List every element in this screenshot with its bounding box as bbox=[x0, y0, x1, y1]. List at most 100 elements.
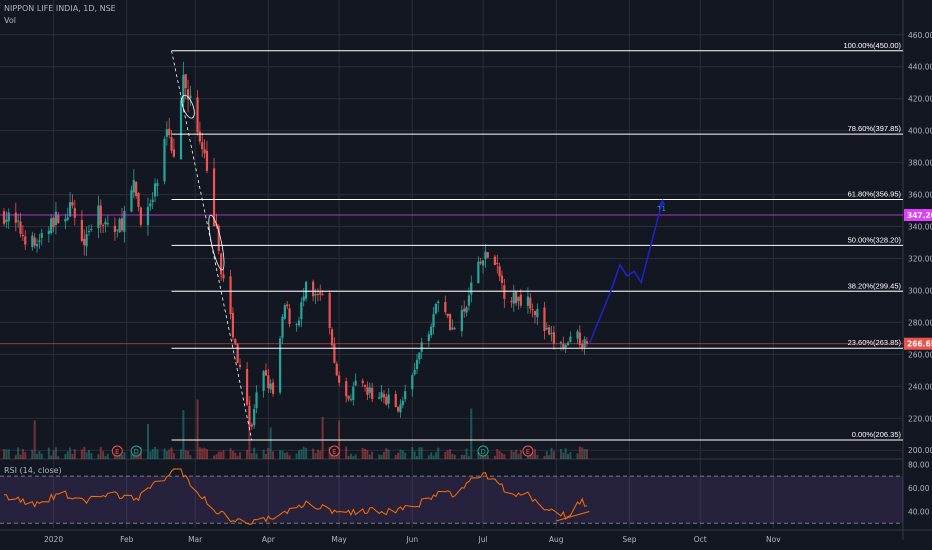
candle-body[interactable] bbox=[149, 203, 152, 207]
candle-body[interactable] bbox=[302, 296, 305, 301]
candle-body[interactable] bbox=[564, 344, 567, 348]
candle-body[interactable] bbox=[156, 183, 159, 187]
candle-body[interactable] bbox=[526, 296, 530, 306]
candle-body[interactable] bbox=[451, 327, 454, 330]
candle-body[interactable] bbox=[399, 404, 402, 413]
candle-body[interactable] bbox=[486, 252, 489, 258]
candle-body[interactable] bbox=[304, 281, 308, 299]
candle-body[interactable] bbox=[448, 314, 452, 330]
candle-body[interactable] bbox=[465, 307, 468, 313]
candle-body[interactable] bbox=[66, 217, 69, 220]
candle-body[interactable] bbox=[467, 295, 471, 306]
target-price-tag[interactable] bbox=[904, 209, 932, 222]
candle-body[interactable] bbox=[552, 332, 555, 344]
candle-body[interactable] bbox=[283, 305, 286, 319]
candle-body[interactable] bbox=[576, 331, 579, 339]
candle-body[interactable] bbox=[533, 310, 537, 316]
candle-body[interactable] bbox=[50, 218, 53, 234]
candle-body[interactable] bbox=[212, 168, 216, 226]
candle-body[interactable] bbox=[500, 275, 504, 283]
dividend-marker[interactable] bbox=[130, 445, 142, 457]
candle-body[interactable] bbox=[316, 294, 319, 296]
candle-body[interactable] bbox=[397, 407, 400, 412]
candle-body[interactable] bbox=[80, 220, 83, 241]
candle-body[interactable] bbox=[5, 219, 8, 223]
candle-body[interactable] bbox=[250, 424, 253, 427]
earnings-marker[interactable] bbox=[111, 445, 123, 457]
candle-body[interactable] bbox=[245, 368, 249, 405]
candle-body[interactable] bbox=[401, 400, 404, 406]
candle-body[interactable] bbox=[229, 276, 232, 314]
candle-body[interactable] bbox=[151, 199, 154, 202]
candle-body[interactable] bbox=[581, 343, 584, 349]
candle-body[interactable] bbox=[477, 261, 480, 284]
candlestick-series[interactable] bbox=[2, 61, 589, 431]
candle-body[interactable] bbox=[33, 237, 36, 246]
candle-body[interactable] bbox=[163, 138, 166, 182]
candle-body[interactable] bbox=[314, 294, 317, 296]
candle-body[interactable] bbox=[104, 221, 107, 225]
candle-body[interactable] bbox=[387, 394, 390, 404]
candle-body[interactable] bbox=[68, 202, 72, 217]
candle-body[interactable] bbox=[83, 238, 86, 246]
candle-body[interactable] bbox=[413, 370, 416, 375]
candle-body[interactable] bbox=[361, 380, 364, 384]
candle-body[interactable] bbox=[470, 282, 473, 295]
candle-body[interactable] bbox=[47, 230, 50, 235]
candle-body[interactable] bbox=[57, 214, 60, 223]
candle-body[interactable] bbox=[420, 342, 423, 352]
earnings-marker[interactable] bbox=[328, 445, 340, 457]
candle-body[interactable] bbox=[7, 212, 10, 222]
candle-body[interactable] bbox=[444, 301, 447, 313]
candle-body[interactable] bbox=[517, 296, 520, 301]
candle-body[interactable] bbox=[510, 301, 513, 303]
candle-body[interactable] bbox=[186, 89, 190, 100]
candle-body[interactable] bbox=[366, 387, 369, 395]
candle-body[interactable] bbox=[189, 95, 192, 99]
candle-body[interactable] bbox=[545, 327, 548, 330]
candle-body[interactable] bbox=[19, 221, 22, 234]
candle-body[interactable] bbox=[496, 262, 499, 265]
candle-body[interactable] bbox=[286, 304, 289, 307]
symbol-title[interactable]: NIPPON LIFE INDIA, 1D, NSE bbox=[4, 4, 116, 13]
candle-body[interactable] bbox=[550, 332, 553, 334]
candle-body[interactable] bbox=[536, 308, 539, 318]
candle-body[interactable] bbox=[382, 394, 386, 398]
candle-body[interactable] bbox=[288, 308, 291, 325]
candle-body[interactable] bbox=[87, 231, 91, 233]
candle-body[interactable] bbox=[404, 391, 407, 400]
candle-body[interactable] bbox=[35, 244, 39, 247]
candle-body[interactable] bbox=[415, 359, 419, 369]
highlight-ellipse[interactable] bbox=[179, 94, 197, 120]
candle-body[interactable] bbox=[562, 343, 565, 349]
candle-body[interactable] bbox=[24, 236, 27, 245]
candle-body[interactable] bbox=[484, 251, 487, 260]
candle-body[interactable] bbox=[345, 381, 348, 397]
candle-body[interactable] bbox=[38, 240, 41, 243]
candle-body[interactable] bbox=[371, 387, 374, 399]
candle-body[interactable] bbox=[165, 129, 168, 137]
candle-body[interactable] bbox=[578, 332, 581, 345]
candle-body[interactable] bbox=[385, 396, 388, 405]
candle-body[interactable] bbox=[2, 211, 6, 224]
candle-body[interactable] bbox=[64, 219, 67, 222]
earnings-marker[interactable] bbox=[522, 445, 534, 457]
candle-body[interactable] bbox=[40, 233, 43, 238]
candle-body[interactable] bbox=[529, 297, 532, 309]
candle-body[interactable] bbox=[90, 228, 93, 230]
candle-body[interactable] bbox=[179, 100, 183, 160]
last-price-tag[interactable] bbox=[904, 337, 932, 350]
candle-body[interactable] bbox=[54, 211, 58, 225]
candle-body[interactable] bbox=[531, 309, 534, 311]
candle-body[interactable] bbox=[585, 341, 589, 344]
candle-body[interactable] bbox=[437, 301, 440, 304]
candle-body[interactable] bbox=[295, 323, 298, 325]
candle-body[interactable] bbox=[264, 369, 268, 376]
candle-body[interactable] bbox=[106, 223, 109, 225]
candle-body[interactable] bbox=[113, 225, 117, 233]
candle-body[interactable] bbox=[583, 339, 586, 348]
candle-body[interactable] bbox=[453, 328, 456, 330]
candle-body[interactable] bbox=[255, 392, 258, 408]
candle-body[interactable] bbox=[352, 386, 355, 401]
